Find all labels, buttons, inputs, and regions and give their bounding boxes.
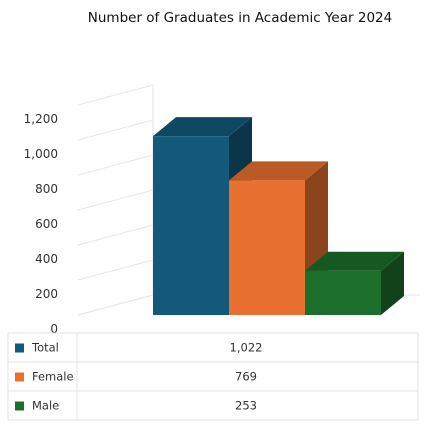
y-tick-label: 400 (35, 252, 58, 266)
gridline (77, 119, 154, 141)
data-label: 253 (235, 399, 257, 413)
bar-top (153, 117, 252, 137)
table-row: Total 1,022 (15, 341, 262, 355)
y-tick-label: 1,200 (24, 112, 58, 126)
y-tick-label: 200 (35, 287, 58, 301)
bar-front (153, 136, 229, 315)
y-tick-label: 0 (50, 322, 58, 336)
legend-swatch (15, 401, 24, 411)
bar-top (229, 161, 328, 181)
data-label: 1,022 (230, 341, 263, 355)
gridline (77, 189, 154, 211)
legend-label: Male (32, 399, 59, 413)
bar-side (381, 251, 404, 315)
bar-male (305, 251, 404, 315)
table-row: Female 769 (15, 370, 257, 384)
bar-top (305, 251, 404, 271)
chart-title: Number of Graduates in Academic Year 202… (88, 10, 392, 26)
gridline (77, 154, 154, 176)
bars (153, 117, 404, 316)
y-tick-label: 800 (35, 182, 58, 196)
gridline (77, 224, 154, 246)
data-table: Total 1,022 Female 769 Male 253 (7, 332, 419, 421)
y-axis-ticks: 0 200 400 600 800 1,000 1,200 (24, 112, 58, 336)
bar-front (229, 180, 305, 315)
legend-swatch (15, 343, 24, 353)
data-label: 769 (235, 370, 257, 384)
y-tick-label: 600 (35, 217, 58, 231)
bar-front (305, 270, 381, 315)
legend-label: Female (32, 370, 74, 384)
legend-swatch (15, 372, 24, 382)
gridline (77, 84, 154, 106)
table-row: Male 253 (15, 399, 257, 413)
gridline (77, 259, 154, 281)
legend-label: Total (31, 341, 59, 355)
y-tick-label: 1,000 (24, 147, 58, 161)
